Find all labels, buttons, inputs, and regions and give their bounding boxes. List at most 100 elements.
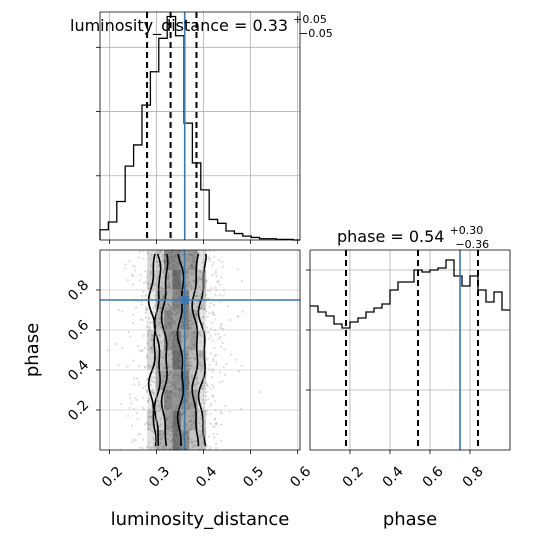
scatter-point xyxy=(220,439,223,442)
scatter-point xyxy=(199,333,202,337)
scatter-point xyxy=(152,311,155,314)
contour-mid-right xyxy=(191,253,200,447)
ld-hist-grid xyxy=(100,12,300,240)
scatter-point xyxy=(145,354,149,358)
scatter-point xyxy=(138,250,141,253)
scatter-point xyxy=(220,323,223,326)
scatter-point xyxy=(190,424,193,427)
scatter-point xyxy=(194,444,197,447)
scatter-point xyxy=(139,273,142,277)
scatter-point xyxy=(188,380,192,383)
scatter-point xyxy=(240,279,243,283)
scatter-point xyxy=(163,269,166,272)
scatter-point xyxy=(144,294,147,298)
scatter-point xyxy=(229,410,232,413)
scatter-point xyxy=(149,264,153,267)
scatter-point xyxy=(196,381,200,384)
scatter-point xyxy=(199,271,202,274)
scatter-point xyxy=(167,373,170,377)
density-cell xyxy=(172,370,181,390)
scatter-point xyxy=(143,346,147,350)
scatter-point xyxy=(132,313,135,316)
scatter-point xyxy=(150,446,154,449)
density-cell xyxy=(197,390,207,410)
scatter-point xyxy=(144,316,148,319)
density-cell xyxy=(172,250,181,270)
scatter-point xyxy=(220,423,223,426)
scatter-point xyxy=(150,389,153,392)
density-cell xyxy=(147,330,156,350)
joint-xtick-label-3: 0.5 xyxy=(240,464,267,491)
scatter-point xyxy=(159,407,162,411)
scatter-point xyxy=(211,395,215,398)
density-cell xyxy=(164,370,173,390)
scatter-point xyxy=(149,416,153,419)
scatter-point xyxy=(148,447,152,450)
scatter-point xyxy=(146,333,150,336)
scatter-point xyxy=(205,413,208,416)
scatter-point xyxy=(142,438,145,441)
scatter-point xyxy=(215,353,218,356)
scatter-point xyxy=(138,364,141,368)
scatter-point xyxy=(211,370,215,373)
scatter-point xyxy=(153,381,156,384)
scatter-point xyxy=(132,438,135,441)
scatter-point xyxy=(131,283,135,286)
scatter-point xyxy=(222,366,225,369)
scatter-point xyxy=(152,306,155,310)
scatter-point xyxy=(157,250,161,253)
scatter-point xyxy=(187,420,191,423)
scatter-point xyxy=(205,358,208,361)
scatter-point xyxy=(209,412,212,415)
scatter-point xyxy=(167,278,170,281)
scatter-point xyxy=(193,384,196,387)
scatter-point xyxy=(198,253,201,256)
scatter-point xyxy=(167,364,170,367)
scatter-point xyxy=(152,289,155,293)
joint-xtick-label-1: 0.3 xyxy=(146,464,173,491)
scatter-point xyxy=(219,300,222,304)
scatter-point xyxy=(199,292,203,296)
scatter-point xyxy=(213,304,216,307)
scatter-point xyxy=(181,336,184,339)
scatter-point xyxy=(187,265,190,268)
scatter-point xyxy=(144,384,147,387)
scatter-point xyxy=(126,279,129,282)
scatter-point xyxy=(157,405,160,408)
scatter-point xyxy=(204,410,207,413)
scatter-point xyxy=(186,275,189,278)
scatter-point xyxy=(188,367,192,370)
scatter-point xyxy=(200,402,203,405)
scatter-point xyxy=(159,325,163,329)
scatter-point xyxy=(213,436,216,439)
scatter-point xyxy=(159,432,162,435)
scatter-point xyxy=(211,383,214,387)
scatter-point xyxy=(148,397,151,400)
scatter-point xyxy=(193,439,197,443)
scatter-point xyxy=(142,250,145,253)
scatter-point xyxy=(205,383,209,386)
joint-y-ticks: 0.2 0.4 0.6 0.8 xyxy=(65,277,100,424)
scatter-point xyxy=(221,380,224,383)
scatter-point xyxy=(209,404,212,407)
scatter-point xyxy=(152,371,155,374)
scatter-point xyxy=(156,317,160,320)
scatter-point xyxy=(162,287,165,290)
scatter-point xyxy=(190,356,193,359)
scatter-point xyxy=(199,307,202,310)
scatter-point xyxy=(149,428,152,432)
scatter-point xyxy=(221,260,224,264)
scatter-point xyxy=(199,425,203,428)
scatter-point xyxy=(191,441,194,444)
scatter-point xyxy=(214,269,217,272)
ld-title-sub: −0.05 xyxy=(299,27,333,40)
scatter-point xyxy=(219,326,222,329)
density-cell xyxy=(189,310,198,330)
scatter-point xyxy=(190,350,193,353)
scatter-point xyxy=(219,336,222,339)
scatter-point xyxy=(160,342,163,345)
scatter-point xyxy=(189,420,192,423)
scatter-point xyxy=(145,281,148,284)
scatter-point xyxy=(167,303,170,306)
density-cell xyxy=(164,390,173,410)
